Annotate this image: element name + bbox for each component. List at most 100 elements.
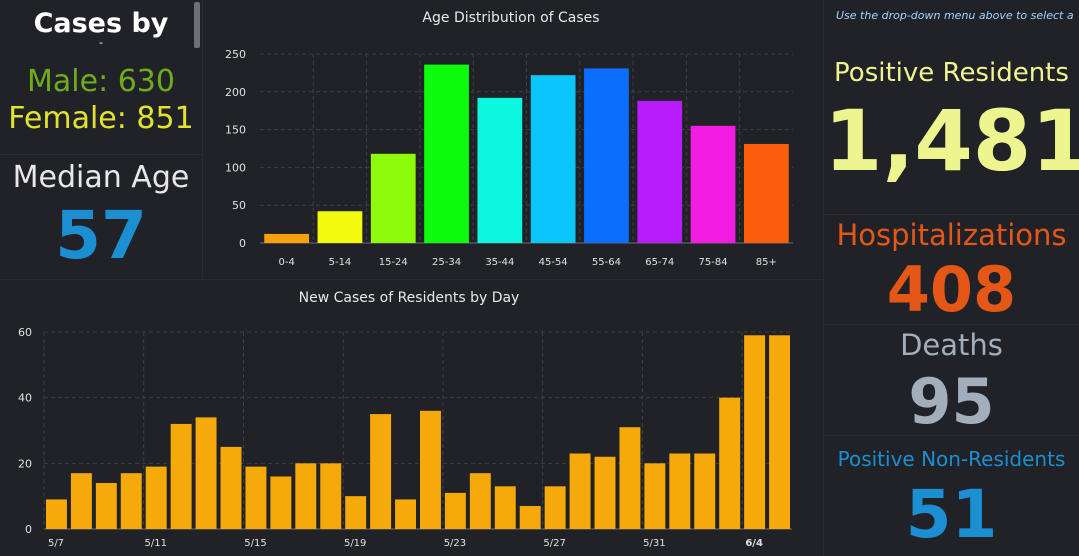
- daily-bar[interactable]: [145, 466, 167, 529]
- age-chart-bars: [264, 64, 789, 244]
- age-bar[interactable]: [690, 125, 736, 243]
- daily-chart-y-ticks: 0 20 40 60: [18, 326, 32, 536]
- daily-cases-panel: New Cases of Residents by Day 0 20 40 60 5/…: [0, 280, 823, 556]
- age-x-tick-label: 5-14: [329, 257, 352, 268]
- age-y-tick-label: 50: [232, 199, 246, 212]
- non-residents-panel: Positive Non-Residents 51: [824, 436, 1079, 556]
- daily-bar[interactable]: [744, 335, 766, 529]
- age-bar[interactable]: [370, 153, 416, 243]
- age-y-tick-label: 250: [225, 48, 246, 61]
- age-bar[interactable]: [637, 100, 683, 243]
- age-bar[interactable]: [424, 64, 469, 243]
- median-age-value: 57: [55, 197, 147, 274]
- age-x-tick-label: 75-84: [699, 257, 728, 268]
- daily-bar[interactable]: [370, 414, 392, 529]
- age-x-tick-label: 85+: [756, 257, 777, 268]
- age-bar[interactable]: [530, 75, 576, 243]
- daily-chart-bars: [45, 335, 791, 529]
- daily-bar[interactable]: [519, 506, 541, 529]
- age-x-tick-label: 0-4: [278, 257, 294, 268]
- daily-bar[interactable]: [320, 463, 342, 529]
- age-x-tick-label: 45-54: [539, 257, 568, 268]
- hospitalizations-panel: Hospitalizations 408: [824, 215, 1079, 324]
- positive-residents-panel: Use the drop-down menu above to select a…: [824, 0, 1079, 214]
- daily-chart-x-ticks: 5/7 5/11 5/15 5/19 5/23 5/27 5/31 6/4: [48, 538, 763, 549]
- age-distribution-chart[interactable]: Age Distribution of Cases 0 50 100 150 200 25…: [203, 0, 823, 279]
- age-bar[interactable]: [477, 97, 523, 244]
- daily-bar[interactable]: [245, 466, 267, 529]
- daily-bar[interactable]: [669, 453, 691, 529]
- daily-cases-chart[interactable]: New Cases of Residents by Day 0 20 40 60 5/…: [0, 280, 823, 556]
- daily-bar[interactable]: [619, 427, 641, 529]
- median-age-label: Median Age: [12, 160, 190, 195]
- cases-by-gender-panel: Cases by - Male: 630 Female: 851: [0, 0, 202, 154]
- daily-bar[interactable]: [345, 496, 367, 529]
- daily-x-tick-label: 6/4: [745, 538, 763, 549]
- age-chart-x-ticks: 0-4 5-14 15-24 25-34 35-44 45-54 55-64 65-74 75-…: [278, 257, 776, 268]
- daily-bar[interactable]: [769, 335, 791, 529]
- daily-x-tick-label: 5/19: [344, 538, 366, 549]
- daily-bar[interactable]: [494, 486, 516, 529]
- age-x-tick-label: 25-34: [432, 257, 461, 268]
- daily-bar[interactable]: [719, 397, 741, 529]
- daily-x-tick-label: 5/11: [144, 538, 166, 549]
- male-cases: Male: 630: [27, 64, 175, 99]
- daily-bar[interactable]: [295, 463, 317, 529]
- age-y-tick-label: 100: [225, 161, 246, 174]
- daily-x-tick-label: 5/27: [543, 538, 565, 549]
- cases-by-subtitle: -: [99, 36, 103, 49]
- non-residents-label: Positive Non-Residents: [837, 447, 1066, 471]
- daily-bar[interactable]: [469, 473, 491, 529]
- age-y-tick-label: 150: [225, 124, 246, 137]
- positive-residents-label: Positive Residents: [834, 58, 1069, 88]
- deaths-value: 95: [908, 365, 995, 435]
- daily-x-tick-label: 5/15: [244, 538, 266, 549]
- daily-bar[interactable]: [270, 476, 292, 529]
- dropdown-hint: Use the drop-down menu above to select a: [836, 9, 1074, 22]
- age-chart-y-ticks: 0 50 100 150 200 250: [225, 48, 246, 250]
- age-x-tick-label: 55-64: [592, 257, 621, 268]
- hospitalizations-value: 408: [886, 253, 1017, 324]
- age-x-tick-label: 65-74: [645, 257, 674, 268]
- daily-bar[interactable]: [444, 492, 466, 529]
- daily-x-tick-label: 5/23: [444, 538, 466, 549]
- daily-bar[interactable]: [694, 453, 716, 529]
- hospitalizations-label: Hospitalizations: [836, 218, 1067, 252]
- daily-x-tick-label: 5/7: [48, 538, 64, 549]
- daily-bar[interactable]: [195, 417, 217, 529]
- age-x-tick-label: 35-44: [485, 257, 514, 268]
- daily-bar[interactable]: [220, 446, 242, 529]
- age-y-tick-label: 0: [239, 237, 246, 250]
- age-bar[interactable]: [317, 211, 363, 243]
- daily-y-tick-label: 0: [25, 523, 32, 536]
- daily-bar[interactable]: [45, 499, 67, 529]
- deaths-label: Deaths: [900, 328, 1003, 362]
- age-bar[interactable]: [743, 143, 789, 243]
- deaths-panel: Deaths 95: [824, 325, 1079, 435]
- daily-y-tick-label: 20: [18, 457, 32, 470]
- daily-bar[interactable]: [95, 483, 117, 529]
- daily-bar[interactable]: [120, 473, 142, 529]
- daily-bar[interactable]: [170, 423, 192, 529]
- age-bar[interactable]: [264, 233, 310, 243]
- daily-chart-title: New Cases of Residents by Day: [299, 290, 520, 306]
- daily-bar[interactable]: [70, 473, 92, 529]
- daily-bar[interactable]: [644, 463, 666, 529]
- median-age-panel: Median Age 57: [0, 155, 202, 279]
- daily-y-tick-label: 60: [18, 326, 32, 339]
- daily-x-tick-label: 5/31: [643, 538, 665, 549]
- daily-bar[interactable]: [544, 486, 566, 529]
- age-y-tick-label: 200: [225, 86, 246, 99]
- daily-y-tick-label: 40: [18, 392, 32, 405]
- daily-bar[interactable]: [395, 499, 417, 529]
- daily-bar[interactable]: [569, 453, 591, 529]
- age-bar[interactable]: [584, 68, 629, 243]
- daily-bar[interactable]: [594, 456, 616, 529]
- non-residents-value: 51: [905, 476, 998, 553]
- panel-scrollbar[interactable]: [194, 2, 200, 48]
- age-distribution-panel: Age Distribution of Cases 0 50 100 150 200 25…: [203, 0, 823, 279]
- female-cases: Female: 851: [8, 101, 194, 136]
- daily-bar[interactable]: [419, 410, 441, 529]
- age-x-tick-label: 15-24: [379, 257, 408, 268]
- cases-by-title: Cases by: [33, 8, 169, 39]
